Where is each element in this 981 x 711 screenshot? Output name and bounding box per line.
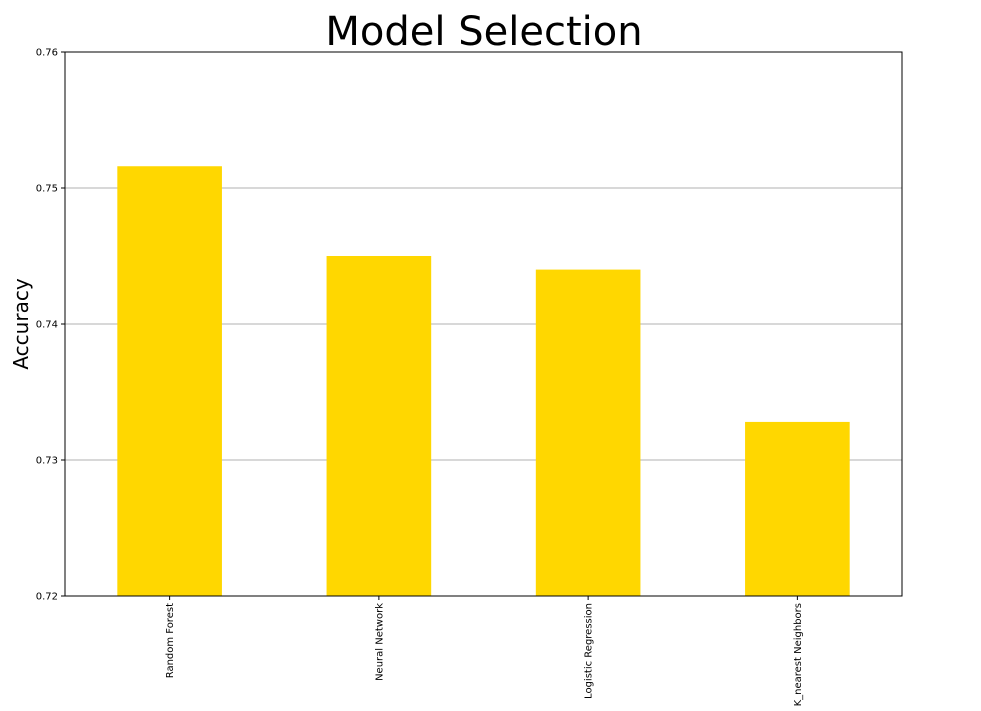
y-tick-label: 0.72 <box>36 592 58 603</box>
bar-random-forest <box>117 166 222 597</box>
x-tick-label: Neural Network <box>374 603 385 681</box>
x-axis-ticks: Random Forest Neural Network Logistic Regr… <box>165 596 804 706</box>
plot-frame <box>64 51 903 597</box>
y-axis-label: Accuracy <box>9 278 33 369</box>
bars <box>117 166 850 597</box>
y-axis-ticks: 0.72 0.73 0.74 0.75 0.76 <box>36 48 65 603</box>
chart-title: Model Selection <box>325 9 642 55</box>
bar-logistic-regression <box>535 269 641 596</box>
y-tick-label: 0.75 <box>36 184 58 195</box>
y-tick-label: 0.73 <box>36 456 58 467</box>
x-tick-label: Random Forest <box>165 603 176 678</box>
bar-k-nearest-neighbors <box>745 421 850 596</box>
y-tick-label: 0.76 <box>36 48 58 59</box>
bar-neural-network <box>326 256 432 596</box>
x-tick-label: K_nearest Neighbors <box>793 603 804 706</box>
x-tick-label: Logistic Regression <box>584 603 595 699</box>
y-tick-label: 0.74 <box>36 320 58 331</box>
